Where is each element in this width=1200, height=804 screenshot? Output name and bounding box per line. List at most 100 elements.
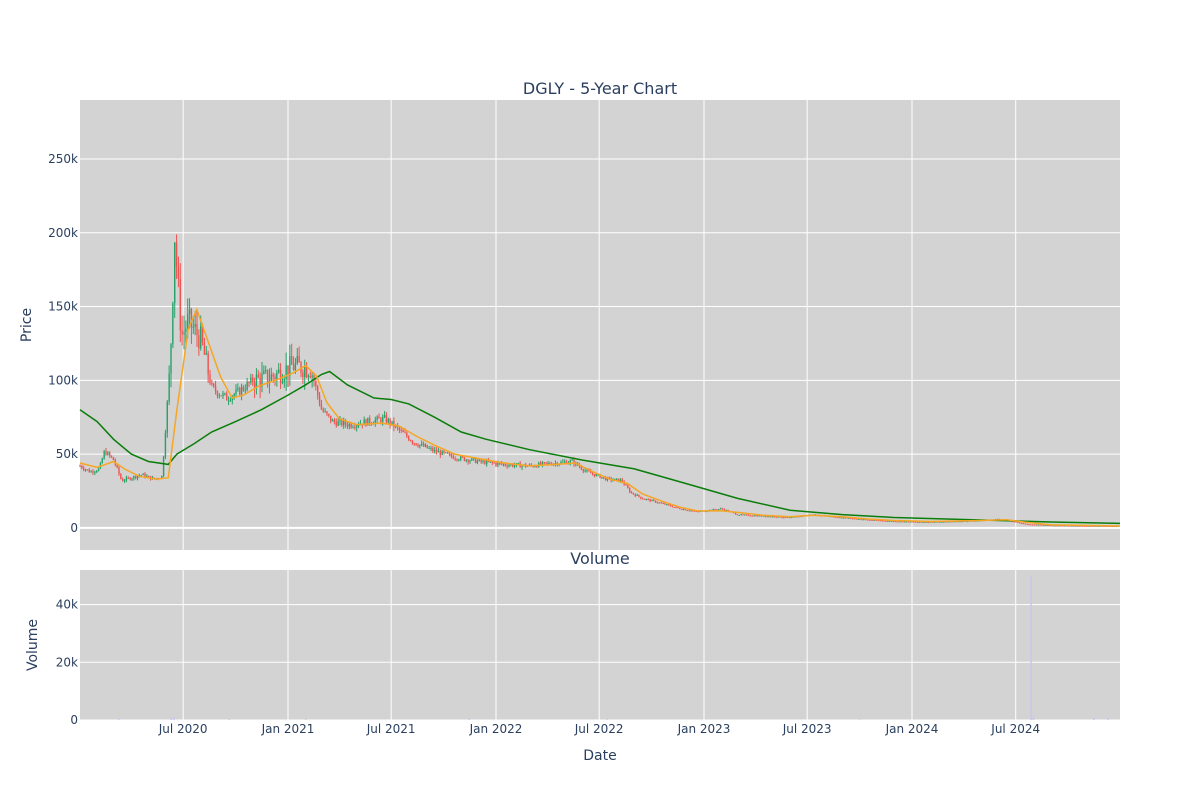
candlestick (466, 459, 467, 462)
candlestick (672, 505, 673, 507)
x-tick-label: Jan 2023 (677, 722, 731, 736)
volume-plot-area (80, 570, 1120, 720)
candle-body (337, 421, 338, 426)
candle-body (536, 466, 537, 467)
candle-body (237, 388, 238, 390)
candle-body (675, 507, 676, 508)
candlestick (419, 445, 420, 449)
candlestick (766, 516, 767, 517)
candle-body (96, 471, 97, 472)
candle-body (425, 445, 426, 447)
candle-body (239, 388, 240, 395)
candle-body (644, 499, 645, 500)
candle-body (1034, 525, 1035, 526)
candle-body (505, 464, 506, 465)
candle-body (622, 480, 623, 482)
candle-body (89, 470, 90, 473)
candle-body (685, 509, 686, 510)
candlestick (724, 508, 725, 510)
candle-body (506, 465, 507, 466)
candle-body (772, 516, 773, 517)
candle-body (315, 381, 316, 386)
candle-body (720, 508, 721, 509)
candlestick (339, 416, 340, 425)
candlestick (209, 370, 210, 385)
candle-body (90, 471, 91, 472)
candle-body (562, 462, 563, 463)
candle-body (230, 400, 231, 401)
candle-body (1038, 525, 1039, 526)
candlestick (248, 381, 249, 387)
candlestick (631, 491, 632, 494)
candle-body (765, 516, 766, 517)
candle-body (369, 418, 370, 423)
candle-body (412, 441, 413, 443)
candlestick (493, 462, 494, 464)
candle-body (354, 427, 355, 428)
candlestick (742, 514, 743, 515)
candle-body (410, 440, 411, 441)
candlestick (163, 456, 164, 477)
candle-body (414, 443, 415, 444)
candle-body (841, 517, 842, 518)
candlestick (562, 459, 563, 463)
candlestick (737, 514, 738, 515)
candle-body (781, 517, 782, 518)
candle-body (454, 459, 455, 460)
candlestick (122, 477, 123, 481)
candlestick (176, 234, 177, 279)
candle-body (742, 514, 743, 515)
candlestick (135, 475, 136, 479)
candle-body (480, 460, 481, 462)
candlestick (1019, 522, 1020, 523)
candle-body (661, 503, 662, 504)
candle-body (356, 425, 357, 427)
candlestick (781, 517, 782, 518)
candlestick (89, 468, 90, 473)
candle-body (638, 495, 639, 497)
candle-body (898, 521, 899, 522)
candle-body (176, 243, 177, 267)
candlestick (393, 417, 394, 431)
candlestick (278, 363, 279, 374)
candle-body (453, 456, 454, 458)
price-y-tick-label: 100k (48, 373, 78, 387)
candle-body (690, 511, 691, 512)
candlestick (503, 464, 504, 467)
candle-body (388, 419, 389, 422)
volume-bar (468, 718, 470, 720)
candlestick (120, 473, 121, 479)
candlestick (690, 510, 691, 511)
candlestick (118, 466, 119, 476)
candle-body (683, 509, 684, 510)
candle-body (770, 516, 771, 517)
candle-body (493, 463, 494, 464)
candlestick (178, 257, 179, 288)
candle-body (252, 377, 253, 382)
candlestick (124, 479, 125, 483)
candlestick (349, 422, 350, 429)
candlestick (289, 345, 290, 386)
candle-body (521, 466, 522, 468)
candlestick (165, 430, 166, 459)
candle-body (922, 522, 923, 523)
candle-body (913, 522, 914, 523)
candle-body (215, 386, 216, 391)
candlestick (239, 387, 240, 396)
candle-body (220, 395, 221, 396)
candlestick (904, 521, 905, 522)
candle-body (334, 420, 335, 422)
candlestick (428, 446, 429, 449)
candle-body (687, 510, 688, 511)
volume-y-tick-label: 20k (56, 655, 78, 669)
candlestick (87, 469, 88, 470)
candlestick (718, 509, 719, 510)
price-y-tick-label: 50k (56, 447, 78, 461)
candle-body (263, 371, 264, 374)
candlestick (1038, 524, 1039, 525)
candlestick (412, 440, 413, 445)
candlestick (191, 308, 192, 344)
candlestick (564, 459, 565, 463)
candle-body (466, 460, 467, 461)
candle-body (126, 478, 127, 481)
